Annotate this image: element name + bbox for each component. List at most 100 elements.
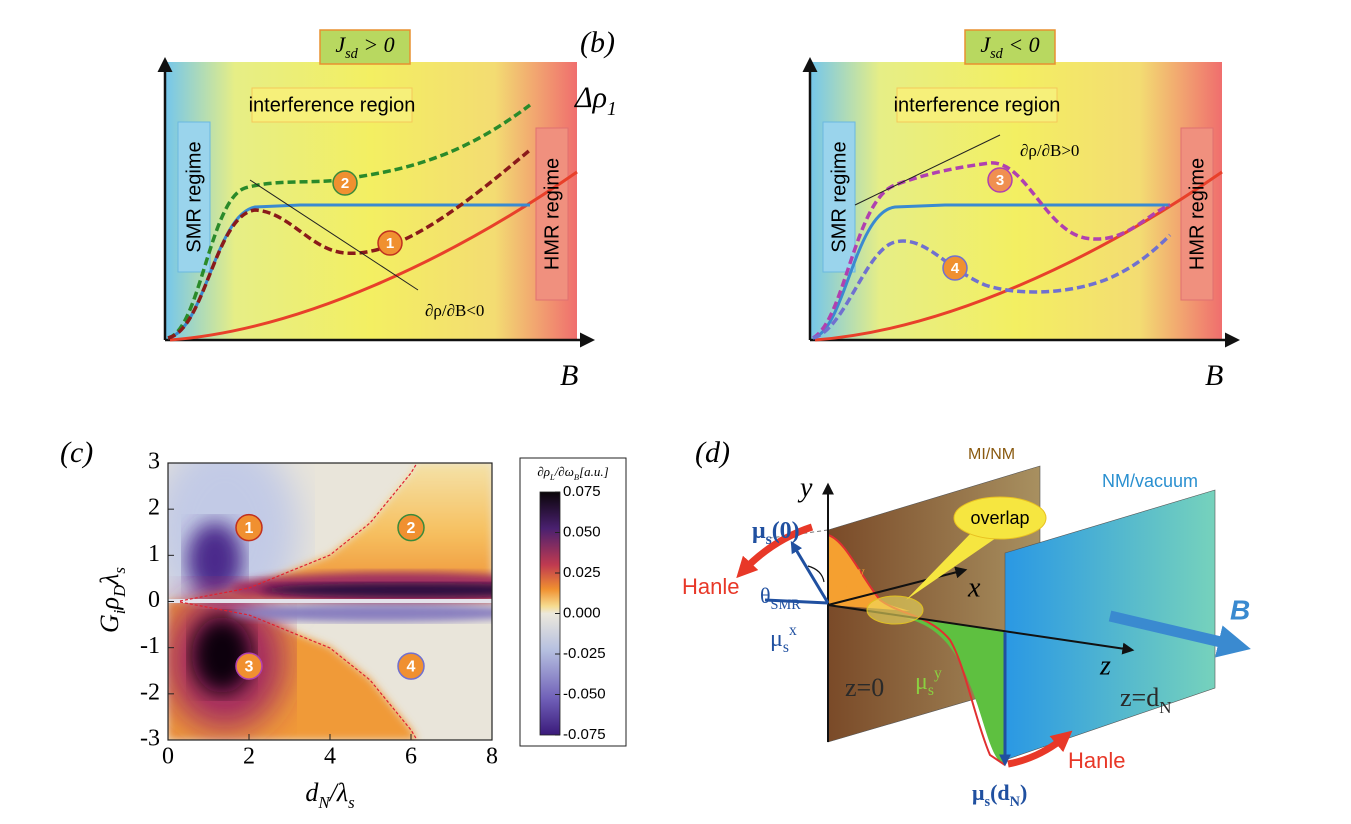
plane-label-part: z=d <box>1120 683 1159 712</box>
colorbar-title-part: [a.u.] <box>579 464 609 479</box>
spin-label-part: θ <box>760 583 771 608</box>
spin-label: μsx <box>770 622 797 656</box>
y-axis-label-part: i <box>110 609 129 614</box>
region-marker <box>397 652 425 680</box>
colorbar-title: ∂ρL/∂ωB[a.u.] <box>537 464 608 482</box>
colorbar-frame <box>519 457 627 747</box>
callout-label: overlap <box>970 508 1029 528</box>
colorbar-tick-label: 0.050 <box>563 523 601 540</box>
annotation-line <box>854 134 1001 206</box>
heat-region <box>187 522 243 598</box>
colorbar-tick-label: 0.075 <box>563 483 601 500</box>
y-axis-label-part: ρ <box>95 597 124 610</box>
axis-label: z <box>1099 650 1111 681</box>
hmr-curve <box>169 170 578 342</box>
heat-region <box>168 599 492 603</box>
plane-label: z=dN <box>1120 683 1171 717</box>
x-tick-label: 4 <box>324 744 336 770</box>
mu-x-vector <box>764 598 829 605</box>
hanle-label: Hanle <box>1068 748 1125 773</box>
x-axis-label-part: s <box>348 793 355 812</box>
curve-label: 1 <box>386 235 394 252</box>
y-tick-label: -1 <box>140 633 160 659</box>
spin-label: μs(0) <box>752 518 800 549</box>
condition-part: > 0 <box>358 32 395 57</box>
panel-label: (d) <box>695 436 730 469</box>
panel-label: (b) <box>580 26 615 59</box>
x-axis-label-part: /λ <box>328 778 348 807</box>
smr-box <box>177 121 211 273</box>
y-axis-label: GiρDλs <box>95 567 129 633</box>
curve-label: 2 <box>341 175 349 192</box>
spin-label-part: ) <box>1020 780 1027 805</box>
boundary <box>179 601 418 740</box>
condition-part: sd <box>990 46 1004 62</box>
condition: Jsd < 0 <box>980 32 1039 62</box>
y-axis-label-part: λ <box>95 574 124 586</box>
spin-label-part: s <box>928 682 934 699</box>
y-axis-label-part: 1 <box>607 99 617 120</box>
field-label: B <box>1230 594 1250 625</box>
y-tick-label: -3 <box>140 726 160 752</box>
slope-annotation: ∂ρ/∂B<0 <box>425 301 484 320</box>
curve-marker <box>332 170 358 196</box>
smr-curve <box>812 203 1170 340</box>
condition-box <box>319 29 411 65</box>
region-label: interference region <box>249 94 416 116</box>
x-axis-label-part: d <box>305 778 319 807</box>
curve-1 <box>167 148 532 340</box>
regime-label: HMR regime <box>1186 158 1208 270</box>
condition-part: J <box>335 32 346 57</box>
region-marker <box>235 513 263 542</box>
colorbar-title-part: ∂ρ <box>537 464 550 479</box>
spin-label-part: μ <box>915 669 928 695</box>
y-axis-label: Δρ1 <box>574 81 617 120</box>
hmr-curve <box>814 170 1223 342</box>
curve-marker <box>377 230 403 256</box>
colorbar-tick-label: 0.000 <box>563 604 601 621</box>
region-label: 4 <box>407 658 416 675</box>
spin-label: μs(dN) <box>972 780 1027 810</box>
spin-label: θSMR <box>760 583 801 613</box>
x-axis <box>827 566 968 606</box>
interface-label: MI/NM <box>968 446 1015 463</box>
y-axis-label-part: D <box>110 585 129 598</box>
spin-label-part: s <box>783 639 789 656</box>
x-tick-label: 2 <box>243 744 255 770</box>
spin-label-part: x <box>789 622 797 639</box>
spin-label: μsy <box>915 665 942 699</box>
spin-label: μsy <box>838 564 865 598</box>
slope-annotation: ∂ρ/∂B>0 <box>1020 141 1079 160</box>
spin-label-part: (d <box>990 780 1010 805</box>
plane-label-part: z=0 <box>845 673 884 702</box>
y-axis-label-part: Δρ <box>574 81 607 114</box>
callout <box>953 496 1047 540</box>
spin-area <box>905 618 1005 765</box>
condition: Jsd > 0 <box>335 32 394 62</box>
hmr-box <box>535 127 569 301</box>
plane-label-part: N <box>1159 698 1171 717</box>
spin-label-part: μ <box>770 626 783 652</box>
x-axis-label-part: N <box>317 793 331 812</box>
heat-region <box>230 604 492 622</box>
spin-label-part: y <box>934 665 942 682</box>
y-tick-label: 2 <box>148 495 160 521</box>
y-tick-label: 1 <box>148 541 160 567</box>
y-axis-label-part: s <box>110 567 129 574</box>
x-tick-label: 0 <box>162 744 174 770</box>
region-box <box>251 87 413 123</box>
spin-profile <box>827 534 1006 766</box>
region-label: 3 <box>245 658 254 675</box>
colorbar-title-part: L <box>549 472 555 482</box>
curve-marker <box>942 255 968 281</box>
axis-label: y <box>797 472 813 503</box>
curve-2 <box>167 103 532 340</box>
spin-label-part: SMR <box>771 597 802 613</box>
y-tick-label: 3 <box>148 449 160 475</box>
axis-label: x <box>967 572 981 603</box>
colorbar-tick-label: -0.050 <box>563 685 606 702</box>
spin-label-part: μ <box>972 780 985 805</box>
